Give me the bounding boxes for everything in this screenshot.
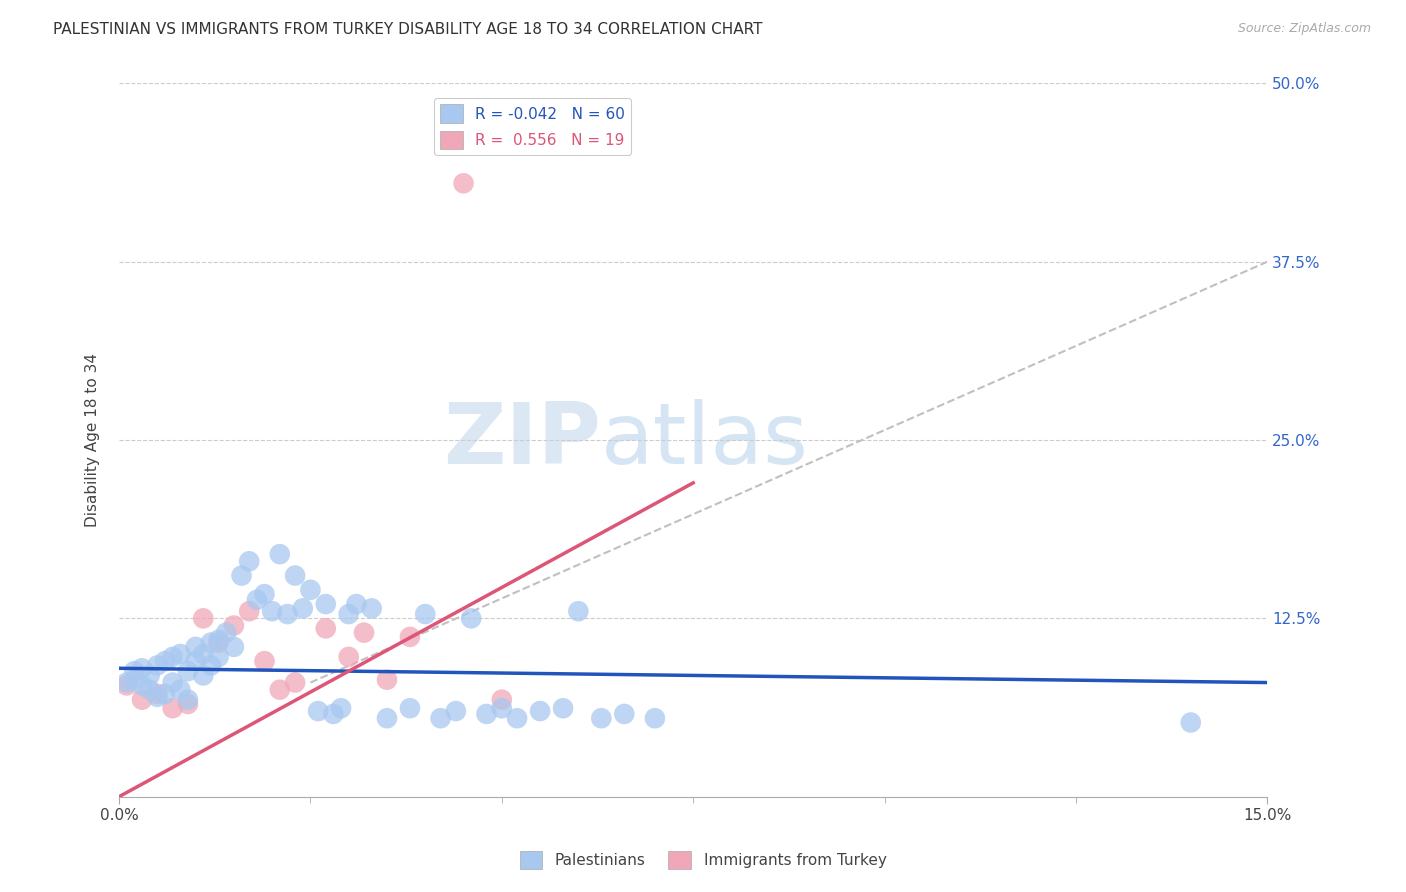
Point [200, 658, 222, 673]
Point [253, 587, 276, 601]
Point [238, 554, 260, 568]
Point [529, 704, 551, 718]
Point [177, 697, 200, 711]
Point [399, 630, 422, 644]
Point [491, 692, 513, 706]
Point [399, 701, 422, 715]
Text: Source: ZipAtlas.com: Source: ZipAtlas.com [1237, 22, 1371, 36]
Point [215, 625, 238, 640]
Point [162, 649, 184, 664]
Point [269, 682, 291, 697]
Point [146, 687, 169, 701]
Point [453, 176, 475, 190]
Point [337, 649, 360, 664]
Point [207, 632, 229, 647]
Point [506, 711, 529, 725]
Point [284, 568, 307, 582]
Point [330, 701, 353, 715]
Point [131, 692, 153, 706]
Point [269, 547, 291, 561]
Point [613, 706, 636, 721]
Point [193, 668, 215, 682]
Text: ZIP: ZIP [443, 399, 602, 482]
Point [299, 582, 322, 597]
Point [153, 654, 176, 668]
Point [475, 706, 498, 721]
Text: PALESTINIAN VS IMMIGRANTS FROM TURKEY DISABILITY AGE 18 TO 34 CORRELATION CHART: PALESTINIAN VS IMMIGRANTS FROM TURKEY DI… [53, 22, 763, 37]
Point [169, 682, 191, 697]
Point [337, 607, 360, 621]
Point [131, 678, 153, 692]
Point [291, 601, 314, 615]
Point [375, 673, 398, 687]
Legend: Palestinians, Immigrants from Turkey: Palestinians, Immigrants from Turkey [513, 845, 893, 875]
Point [322, 706, 344, 721]
Point [591, 711, 613, 725]
Point [124, 664, 146, 678]
Point [193, 647, 215, 661]
Y-axis label: Disability Age 18 to 34: Disability Age 18 to 34 [86, 353, 100, 527]
Point [1180, 715, 1202, 730]
Point [207, 635, 229, 649]
Point [131, 661, 153, 675]
Point [344, 597, 367, 611]
Point [162, 675, 184, 690]
Point [491, 701, 513, 715]
Point [115, 675, 138, 690]
Point [315, 621, 337, 635]
Point [115, 678, 138, 692]
Point [231, 568, 253, 582]
Point [222, 640, 245, 654]
Point [353, 625, 375, 640]
Point [429, 711, 451, 725]
Point [200, 635, 222, 649]
Point [162, 701, 184, 715]
Point [153, 687, 176, 701]
Point [138, 668, 160, 682]
Point [177, 664, 200, 678]
Point [567, 604, 589, 618]
Point [146, 690, 169, 704]
Text: atlas: atlas [602, 399, 810, 482]
Point [207, 649, 229, 664]
Point [551, 701, 574, 715]
Point [238, 604, 260, 618]
Point [644, 711, 666, 725]
Point [360, 601, 382, 615]
Point [222, 618, 245, 632]
Point [246, 592, 269, 607]
Point [307, 704, 329, 718]
Point [184, 640, 207, 654]
Point [253, 654, 276, 668]
Point [460, 611, 482, 625]
Point [177, 692, 200, 706]
Point [184, 654, 207, 668]
Legend: R = -0.042   N = 60, R =  0.556   N = 19: R = -0.042 N = 60, R = 0.556 N = 19 [434, 98, 631, 155]
Point [276, 607, 298, 621]
Point [169, 647, 191, 661]
Point [146, 658, 169, 673]
Point [262, 604, 284, 618]
Point [138, 682, 160, 697]
Point [413, 607, 436, 621]
Point [284, 675, 307, 690]
Point [315, 597, 337, 611]
Point [444, 704, 467, 718]
Point [124, 673, 146, 687]
Point [375, 711, 398, 725]
Point [193, 611, 215, 625]
